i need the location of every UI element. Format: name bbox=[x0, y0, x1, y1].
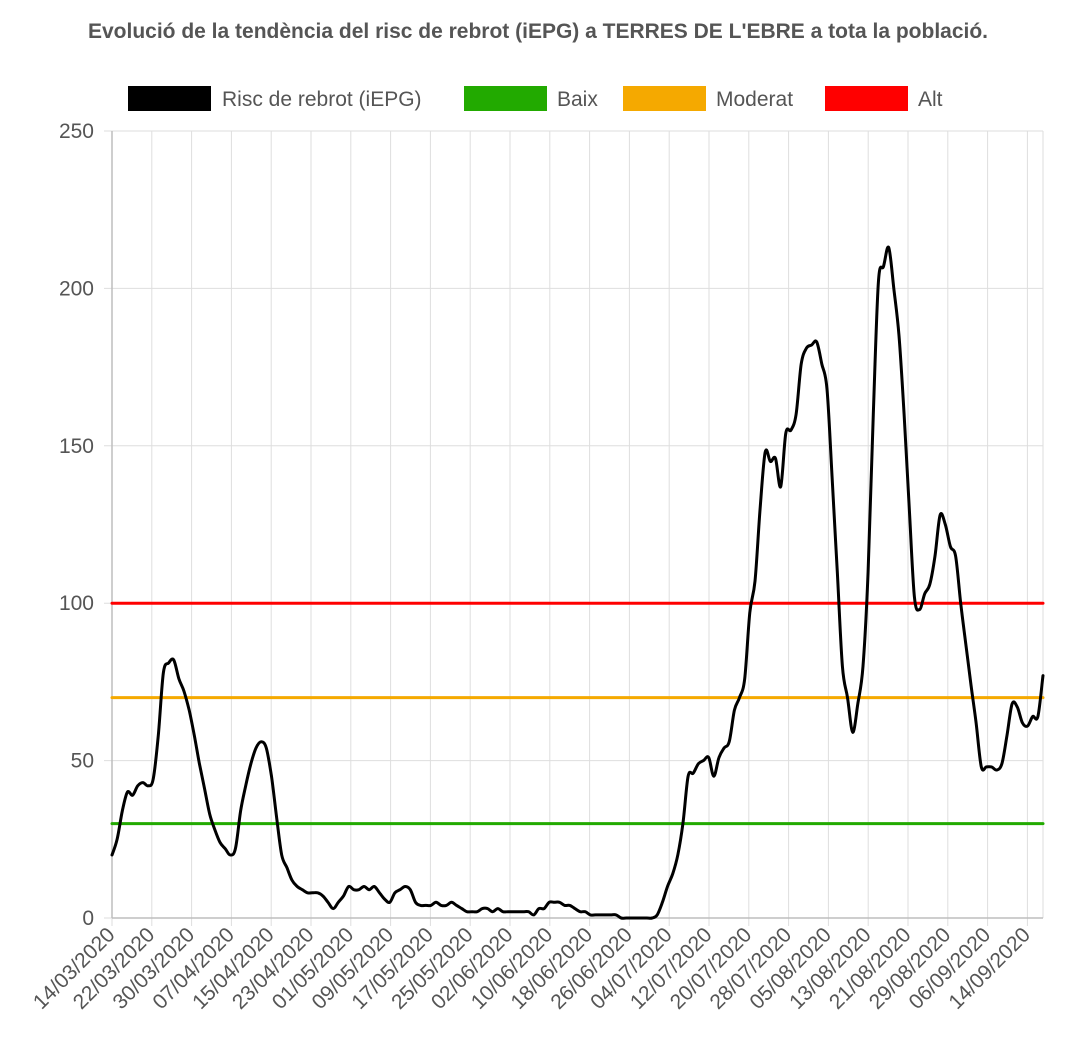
y-tick-label: 150 bbox=[59, 435, 94, 458]
legend-swatch-baix bbox=[464, 86, 547, 111]
y-tick-label: 0 bbox=[82, 907, 94, 930]
legend: Risc de rebrot (iEPG) Baix Moderat Alt bbox=[128, 86, 943, 111]
series-line-risc-de-rebrot-iepg bbox=[110, 245, 1045, 920]
y-tick-label: 200 bbox=[59, 277, 94, 300]
grid bbox=[104, 130, 1044, 926]
y-tick-label: 250 bbox=[59, 120, 94, 143]
legend-label-moderat: Moderat bbox=[716, 88, 793, 111]
chart-title: Evolució de la tendència del risc de reb… bbox=[88, 20, 988, 43]
legend-swatch-moderat bbox=[623, 86, 706, 111]
y-tick-label: 50 bbox=[71, 750, 94, 773]
axes: 05010015020025014/03/202022/03/202030/03… bbox=[29, 120, 1043, 1014]
legend-label-risc-de-rebrot-iepg: Risc de rebrot (iEPG) bbox=[222, 88, 422, 111]
y-tick-label: 100 bbox=[59, 592, 94, 615]
series-layer bbox=[110, 245, 1045, 920]
legend-swatch-alt bbox=[825, 86, 908, 111]
legend-swatch-risc-de-rebrot-iepg bbox=[128, 86, 211, 111]
legend-label-baix: Baix bbox=[557, 88, 598, 111]
legend-label-alt: Alt bbox=[918, 88, 943, 111]
